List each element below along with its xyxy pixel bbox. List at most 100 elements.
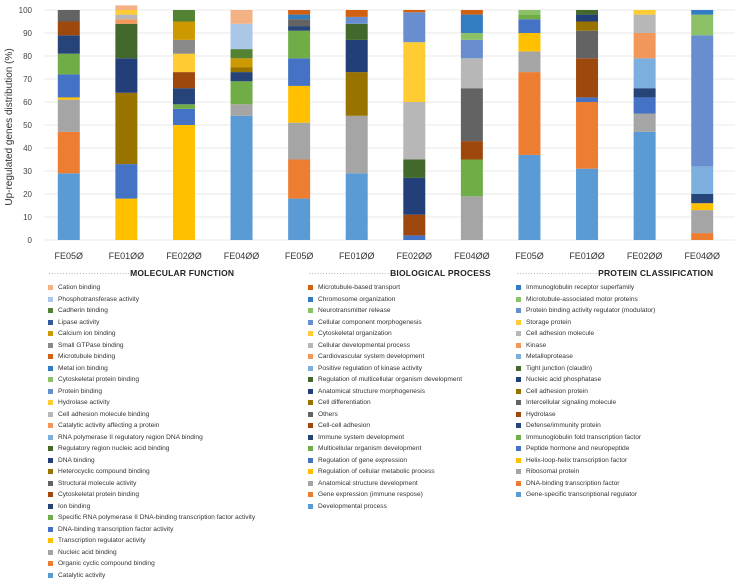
bar-segment: [288, 10, 310, 15]
legend-swatch: [516, 366, 521, 371]
bar-segment: [518, 19, 540, 33]
legend-swatch: [48, 354, 53, 359]
legend-swatch: [516, 285, 521, 290]
legend-title: ·····························MOLECULAR F…: [48, 268, 255, 278]
y-tick-label: 70: [23, 75, 32, 84]
legend-item: Multicellular organism development: [308, 443, 491, 455]
legend-item: Gene-specific transcriptional regulator: [516, 489, 713, 501]
legend-item: DNA binding: [48, 455, 255, 467]
legend-swatch: [308, 458, 313, 463]
legend-label: Cytoskeletal protein binding: [58, 491, 139, 498]
bar-segment: [288, 19, 310, 26]
bar-segment: [58, 100, 80, 132]
legend-item: Cation binding: [48, 282, 255, 294]
bar-segment: [403, 235, 425, 240]
legend-title-text: PROTEIN CLASSIFICATION: [598, 268, 713, 278]
legend-label: Microtubule-based transport: [318, 284, 400, 291]
legend-swatch: [308, 366, 313, 371]
bar-segment: [576, 22, 598, 31]
legend-swatch: [308, 423, 313, 428]
bar-segment: [403, 10, 425, 12]
bar-segment: [58, 35, 80, 53]
bar-segment: [691, 35, 713, 166]
y-tick-label: 20: [23, 190, 32, 199]
bar-segment: [346, 17, 368, 24]
legend-swatch: [48, 550, 53, 555]
bar-segment: [518, 33, 540, 51]
title-dots: ·····························: [48, 268, 130, 278]
legend-item: Cell adhesion protein: [516, 386, 713, 398]
legend-swatch: [48, 297, 53, 302]
y-tick-label: 10: [23, 213, 32, 222]
bar-segment: [58, 97, 80, 99]
legend-label: Cation binding: [58, 284, 100, 291]
legend-protein-classification: ·····························PROTEIN CLA…: [516, 268, 713, 501]
legend-swatch: [48, 412, 53, 417]
legend-label: Regulatory region nucleic acid binding: [58, 445, 169, 452]
legend-label: Developmental process: [318, 503, 387, 510]
bar-segment: [691, 210, 713, 233]
legend-label: Cell adhesion molecule binding: [58, 411, 149, 418]
legend-swatch: [516, 469, 521, 474]
legend-label: Small GTPase binding: [58, 342, 124, 349]
bar-segment: [346, 173, 368, 240]
legend-swatch: [516, 423, 521, 428]
x-tick-label: FE01ØØ: [569, 251, 605, 261]
legend-item: Gene expression (immune respose): [308, 489, 491, 501]
legend-label: Metal ion binding: [58, 365, 108, 372]
bar-segment: [115, 10, 137, 15]
legend-label: Gene-specific transcriptional regulator: [526, 491, 637, 498]
bar-segment: [691, 203, 713, 210]
y-tick-label: 90: [23, 29, 32, 38]
legend-item: Positive regulation of kinase activity: [308, 363, 491, 375]
legend-item: Helix-loop-helix transcription factor: [516, 455, 713, 467]
x-tick-label: FE04ØØ: [454, 251, 490, 261]
legend-label: Peptide hormone and neuropeptide: [526, 445, 629, 452]
y-tick-label: 80: [23, 52, 32, 61]
legend-label: Immune system development: [318, 434, 404, 441]
legend-swatch: [48, 400, 53, 405]
legend-label: Gene expression (immune respose): [318, 491, 423, 498]
legend-swatch: [308, 320, 313, 325]
legend-label: Cellular component morphogenesis: [318, 319, 422, 326]
legend-swatch: [48, 515, 53, 520]
legend-swatch: [516, 435, 521, 440]
legend-swatch: [516, 389, 521, 394]
bar-segment: [461, 88, 483, 141]
bar-segment: [403, 215, 425, 236]
legend-item: Regulatory region nucleic acid binding: [48, 443, 255, 455]
legend-swatch: [516, 343, 521, 348]
x-tick-label: FE02ØØ: [166, 251, 202, 261]
bar-segment: [691, 194, 713, 203]
legend-label: RNA polymerase II regulatory region DNA …: [58, 434, 203, 441]
legend-label: Positive regulation of kinase activity: [318, 365, 422, 372]
bar-segment: [461, 40, 483, 58]
legend-label: Ion binding: [58, 503, 90, 510]
bar-segment: [173, 54, 195, 72]
legend-label: Cell adhesion protein: [526, 388, 588, 395]
bar-segment: [403, 42, 425, 102]
legend-swatch: [308, 331, 313, 336]
legend-swatch: [48, 308, 53, 313]
bar-segment: [346, 72, 368, 116]
legend-label: Cell differentiation: [318, 399, 371, 406]
legend-label: Cadherin binding: [58, 307, 108, 314]
legend-item: Ion binding: [48, 501, 255, 513]
legend-swatch: [516, 297, 521, 302]
legend-swatch: [48, 492, 53, 497]
legend-label: DNA binding: [58, 457, 95, 464]
legend-label: DNA-binding transcription factor activit…: [58, 526, 173, 533]
legend-label: Specific RNA polymerase II DNA-binding t…: [58, 514, 255, 521]
legend-label: Hydrolase activity: [58, 399, 110, 406]
legend-label: Immunoglobulin receptor superfamily: [526, 284, 634, 291]
bar-segment: [461, 141, 483, 159]
legend-item: Metal ion binding: [48, 363, 255, 375]
x-tick-label: FE02ØØ: [627, 251, 663, 261]
bar-segment: [173, 109, 195, 125]
legend-item: Developmental process: [308, 501, 491, 513]
bar-segment: [115, 199, 137, 240]
legend-swatch: [48, 538, 53, 543]
legend-label: Protein binding: [58, 388, 102, 395]
legend-item: Organic cyclic compound binding: [48, 558, 255, 570]
